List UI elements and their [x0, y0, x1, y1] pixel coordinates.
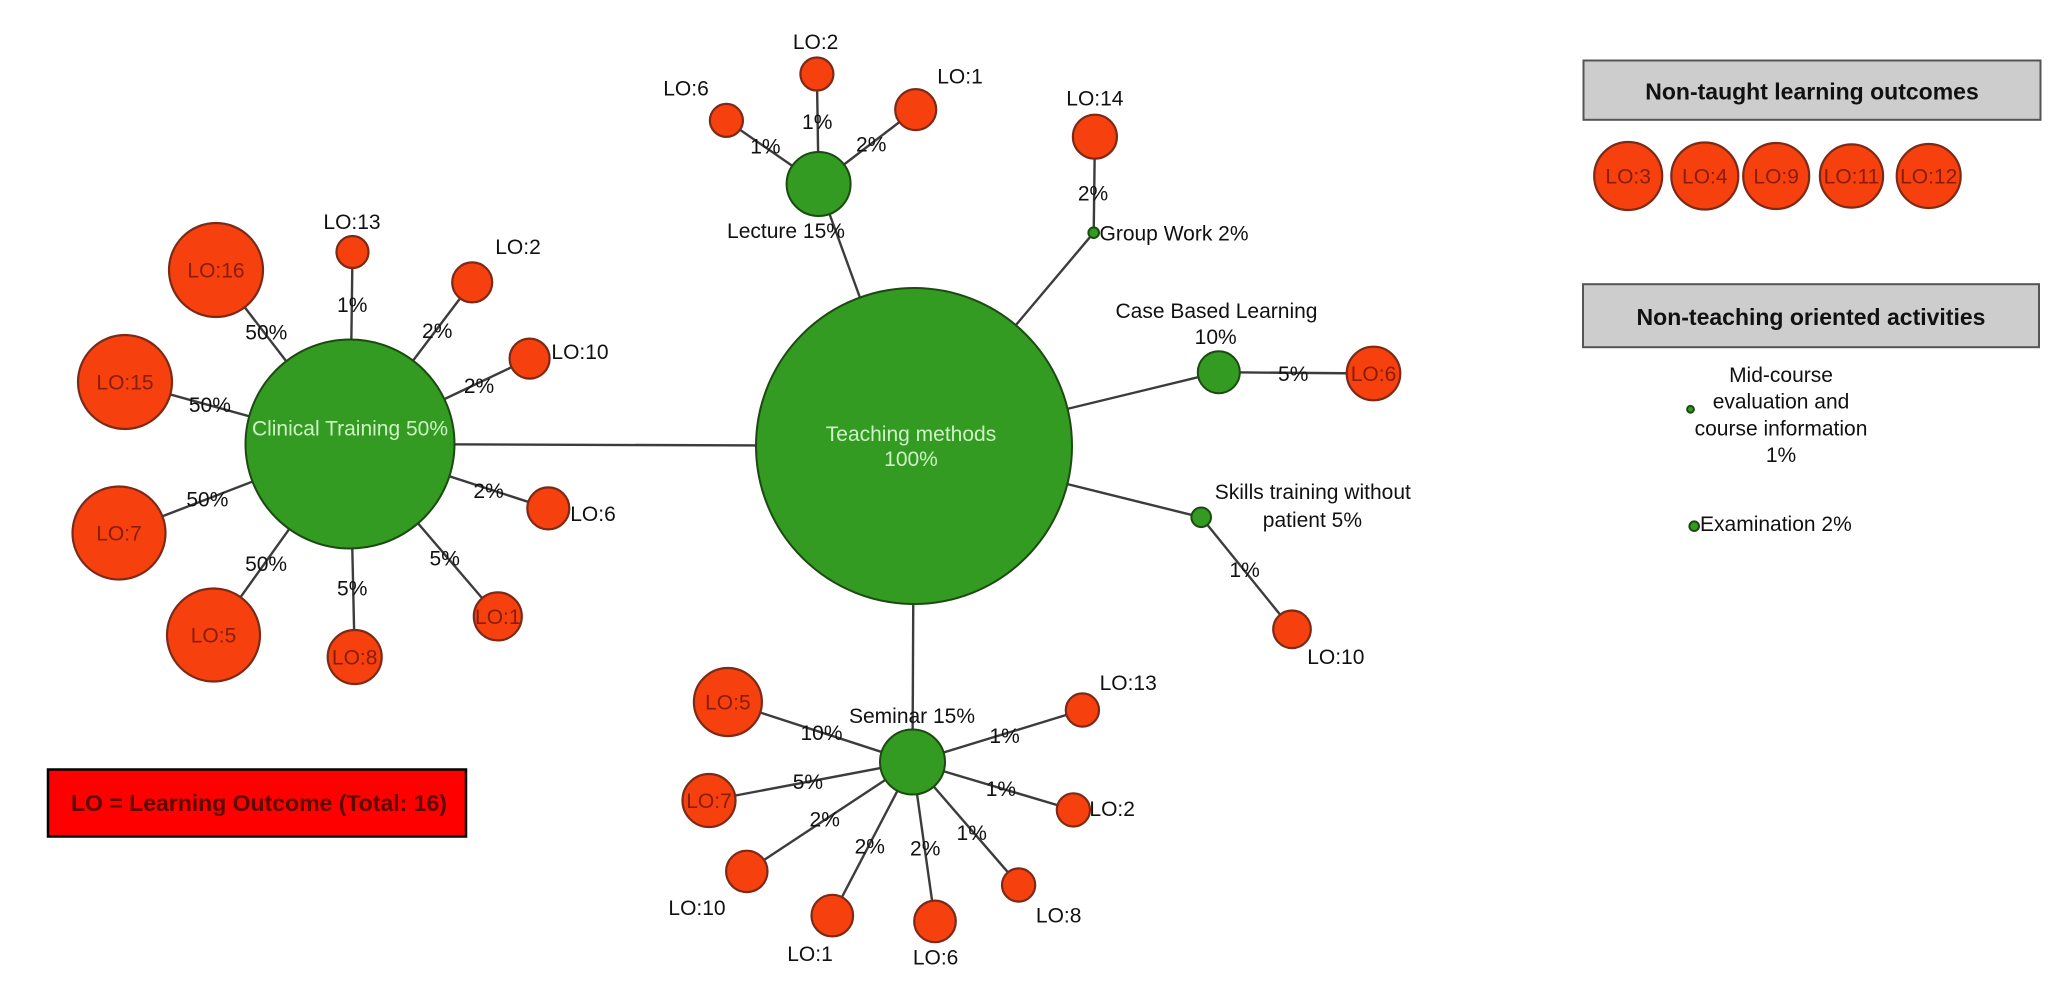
svg-text:50%: 50% — [245, 321, 287, 344]
svg-text:LO:2: LO:2 — [495, 236, 541, 259]
svg-text:50%: 50% — [189, 394, 231, 417]
svg-text:LO = Learning Outcome (Total:: LO = Learning Outcome (Total: 16) — [71, 790, 447, 816]
svg-text:Teaching methods: Teaching methods — [826, 423, 996, 446]
svg-text:Group Work 2%: Group Work 2% — [1100, 223, 1249, 246]
svg-text:Clinical Training 50%: Clinical Training 50% — [252, 418, 448, 441]
svg-text:LO:4: LO:4 — [1682, 166, 1728, 189]
svg-text:Case Based Learning: Case Based Learning — [1116, 300, 1318, 323]
svg-text:LO:8: LO:8 — [332, 647, 378, 670]
svg-text:Seminar 15%: Seminar 15% — [849, 705, 975, 728]
svg-text:LO:1: LO:1 — [475, 606, 521, 629]
svg-text:10%: 10% — [800, 722, 842, 745]
svg-text:10%: 10% — [1195, 326, 1237, 349]
svg-text:LO:1: LO:1 — [787, 943, 833, 966]
svg-text:100%: 100% — [884, 448, 938, 471]
svg-text:5%: 5% — [1278, 363, 1308, 386]
svg-text:Mid-course: Mid-course — [1729, 364, 1833, 387]
svg-text:2%: 2% — [464, 375, 494, 398]
svg-text:LO:14: LO:14 — [1066, 88, 1124, 111]
svg-text:LO:12: LO:12 — [1900, 166, 1957, 189]
svg-text:LO:10: LO:10 — [668, 897, 725, 920]
svg-text:1%: 1% — [986, 778, 1016, 801]
svg-text:1%: 1% — [989, 725, 1019, 748]
svg-text:LO:5: LO:5 — [191, 625, 237, 648]
svg-text:1%: 1% — [1229, 559, 1259, 582]
svg-text:LO:6: LO:6 — [663, 78, 709, 101]
svg-text:LO:11: LO:11 — [1824, 166, 1880, 189]
svg-text:LO:5: LO:5 — [705, 692, 751, 715]
svg-text:LO:6: LO:6 — [1351, 363, 1397, 386]
svg-text:1%: 1% — [750, 136, 780, 159]
svg-text:LO:15: LO:15 — [96, 372, 153, 395]
svg-text:LO:8: LO:8 — [1036, 905, 1082, 928]
svg-text:LO:13: LO:13 — [323, 211, 380, 234]
svg-text:5%: 5% — [430, 548, 460, 571]
svg-text:LO:2: LO:2 — [1089, 798, 1135, 821]
svg-text:2%: 2% — [855, 836, 885, 859]
svg-text:Skills training without: Skills training without — [1215, 481, 1411, 504]
svg-text:1%: 1% — [1766, 444, 1796, 467]
svg-text:LO:1: LO:1 — [937, 66, 983, 89]
svg-text:LO:7: LO:7 — [686, 790, 732, 813]
svg-text:2%: 2% — [422, 320, 452, 343]
svg-text:2%: 2% — [856, 133, 886, 156]
svg-text:LO:13: LO:13 — [1100, 672, 1157, 695]
svg-text:1%: 1% — [337, 294, 367, 317]
svg-text:50%: 50% — [186, 489, 228, 512]
svg-text:LO:7: LO:7 — [96, 523, 142, 546]
svg-text:patient 5%: patient 5% — [1263, 509, 1362, 532]
svg-text:2%: 2% — [473, 480, 503, 503]
svg-text:2%: 2% — [1078, 183, 1108, 206]
svg-text:1%: 1% — [802, 111, 832, 134]
svg-text:LO:6: LO:6 — [913, 947, 959, 970]
svg-text:LO:3: LO:3 — [1605, 166, 1651, 189]
svg-text:LO:9: LO:9 — [1753, 166, 1799, 189]
svg-text:2%: 2% — [810, 809, 840, 832]
svg-text:LO:6: LO:6 — [570, 503, 616, 526]
svg-text:Non-taught learning outcomes: Non-taught learning outcomes — [1645, 79, 1979, 105]
svg-text:2%: 2% — [910, 837, 940, 860]
svg-text:Examination 2%: Examination 2% — [1700, 513, 1852, 536]
svg-text:evaluation and: evaluation and — [1713, 391, 1850, 414]
svg-text:Lecture 15%: Lecture 15% — [727, 220, 845, 243]
svg-text:Non-teaching oriented activiti: Non-teaching oriented activities — [1637, 304, 1986, 330]
svg-text:LO:2: LO:2 — [793, 31, 839, 54]
svg-text:LO:16: LO:16 — [187, 260, 244, 283]
svg-text:5%: 5% — [337, 578, 367, 601]
svg-text:LO:10: LO:10 — [1307, 646, 1364, 669]
svg-text:LO:10: LO:10 — [551, 341, 608, 364]
svg-text:course information: course information — [1695, 417, 1868, 440]
svg-text:50%: 50% — [245, 553, 287, 576]
svg-text:1%: 1% — [957, 822, 987, 845]
svg-text:5%: 5% — [793, 771, 823, 794]
